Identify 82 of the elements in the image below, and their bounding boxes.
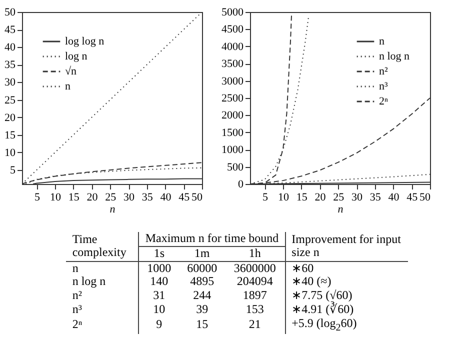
text: 140: [149, 274, 170, 290]
x-tick-label: 5: [262, 192, 268, 204]
text: 1m: [178, 246, 226, 262]
legend-label: log n: [65, 50, 88, 62]
x-tick-label: 25: [105, 192, 117, 204]
x-tick-label: 30: [352, 192, 364, 204]
text: +5.9 (log$_{2}$60): [290, 316, 358, 334]
text: 15: [195, 316, 210, 334]
x-tick-label: 15: [68, 192, 80, 204]
text: ∗60: [290, 260, 315, 276]
y-tick-label: 20: [4, 112, 16, 124]
legend-label: n: [65, 80, 71, 92]
legend-label: n²: [379, 66, 388, 78]
text: 1s: [138, 246, 179, 262]
x-tick-label: 50: [420, 192, 431, 204]
text: 153: [225, 302, 286, 317]
text: n³: [66, 302, 139, 317]
x-tick-label: 40: [160, 192, 172, 204]
y-tick-label: 50: [4, 6, 16, 18]
legend-label: n³: [379, 80, 388, 92]
legend-label: n log n: [379, 50, 410, 62]
y-tick-label: 0: [238, 178, 244, 190]
y-tick-label: 1500: [222, 126, 244, 139]
text: 4895: [189, 274, 216, 290]
y-tick-label: 25: [4, 94, 16, 106]
y-tick-label: 1000: [222, 144, 244, 156]
text: 1897: [225, 288, 286, 303]
y-tick-label: 4500: [222, 24, 244, 36]
y-tick-label: 35: [4, 59, 16, 72]
text: 1h: [225, 246, 286, 262]
x-tick-label: 30: [124, 192, 136, 204]
text: ∗40 (≈): [290, 274, 332, 290]
y-tick-label: 3500: [222, 58, 244, 70]
y-tick-label: 40: [4, 42, 16, 54]
y-tick-label: 4000: [222, 40, 244, 53]
text: 3600000: [225, 260, 286, 276]
text: n log n: [66, 274, 139, 290]
x-tick-label: 20: [314, 192, 326, 204]
x-tick-label: 20: [86, 192, 98, 204]
text: n: [66, 260, 139, 276]
y-tick-label: 2500: [222, 92, 244, 104]
text: 9: [155, 316, 164, 334]
x-tick-label: 40: [388, 192, 400, 204]
text: 2ⁿ: [66, 316, 139, 334]
x-axis-title: n: [110, 204, 116, 216]
text: n²: [66, 288, 139, 303]
text: Improvement for input size n: [285, 232, 408, 262]
text: 21: [225, 316, 286, 334]
x-tick-label: 10: [278, 192, 290, 204]
x-tick-label: 25: [333, 192, 345, 204]
text: 39: [195, 302, 210, 317]
text: 60000: [186, 260, 218, 276]
x-tick-label: 35: [142, 192, 154, 204]
y-tick-label: 15: [4, 129, 16, 142]
text: 10: [152, 302, 166, 317]
legend-label: n: [379, 36, 385, 48]
text: ∗4.91 (∛60): [290, 302, 355, 317]
text: ∗7.75 (√60): [290, 288, 352, 302]
text: Maximum n for time bound: [138, 231, 286, 246]
y-tick-label: 2000: [222, 110, 244, 122]
x-tick-label: 45: [178, 192, 190, 204]
y-tick-label: 10: [4, 146, 16, 159]
y-tick-label: 500: [227, 161, 244, 174]
y-tick-label: 3000: [222, 75, 244, 88]
legend-label: 2ⁿ: [379, 96, 388, 108]
text: 31: [152, 288, 166, 303]
y-tick-label: 45: [4, 24, 16, 36]
x-tick-label: 5: [34, 192, 40, 204]
y-tick-label: 5000: [222, 6, 244, 18]
legend-label: log log n: [65, 36, 105, 48]
x-tick-label: 10: [50, 192, 62, 204]
x-tick-label: 45: [406, 192, 418, 204]
x-tick-label: 15: [296, 192, 308, 204]
x-tick-label: 35: [370, 192, 382, 204]
y-tick-label: 5: [10, 164, 16, 176]
text: 1000: [146, 260, 172, 276]
y-tick-label: 30: [4, 76, 16, 89]
x-axis-title: n: [338, 204, 344, 216]
text: 204094: [225, 274, 286, 290]
x-tick-label: 50: [192, 192, 203, 204]
text: 244: [192, 288, 212, 303]
legend-label: √n: [65, 66, 78, 78]
